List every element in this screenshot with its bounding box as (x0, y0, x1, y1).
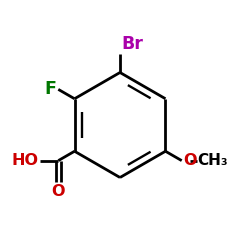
Text: F: F (44, 80, 56, 98)
Text: Br: Br (121, 35, 143, 53)
Text: CH₃: CH₃ (198, 153, 228, 168)
Text: O: O (183, 153, 196, 168)
Text: O: O (52, 184, 65, 199)
Text: HO: HO (11, 153, 38, 168)
